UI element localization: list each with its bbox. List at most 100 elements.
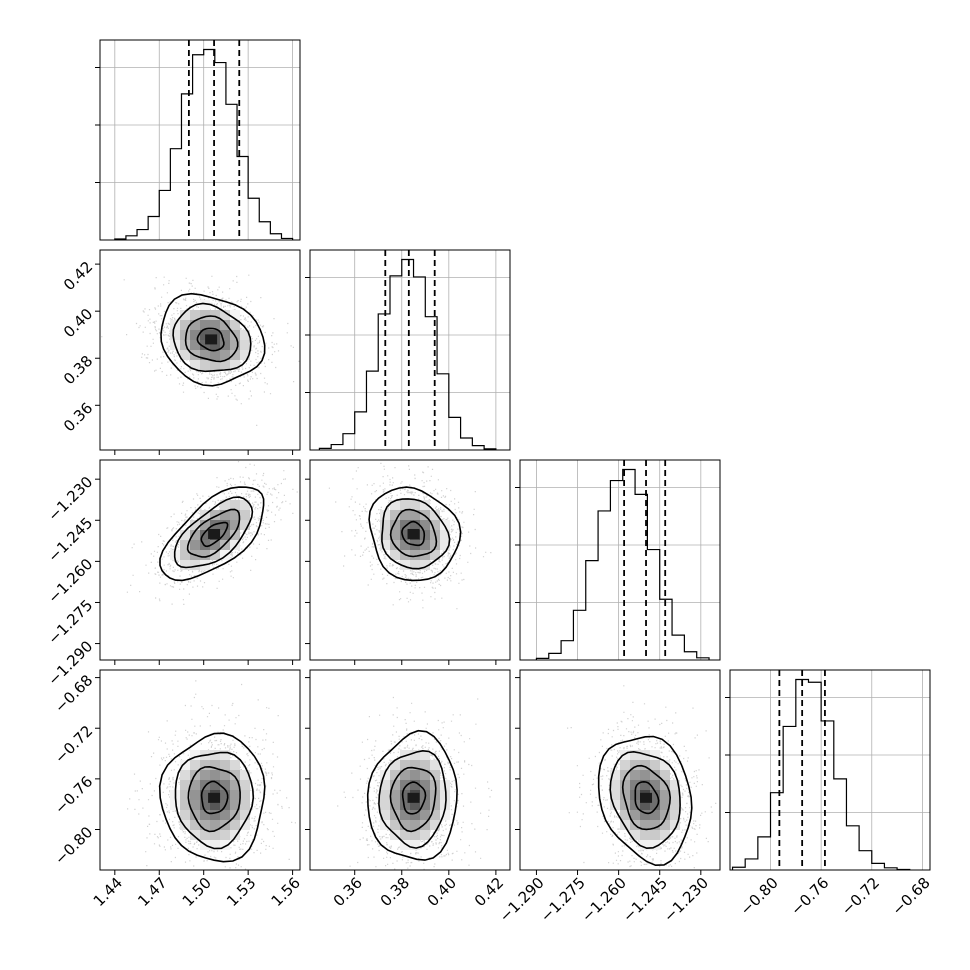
density-cell xyxy=(200,780,210,790)
contour-level-0 xyxy=(634,780,660,815)
density-cell xyxy=(430,550,440,560)
density-cell xyxy=(190,540,200,550)
density-cell xyxy=(380,810,390,820)
density-cell xyxy=(210,780,220,790)
density-cell xyxy=(650,770,660,780)
density-cell xyxy=(190,820,200,830)
density-cell xyxy=(180,760,190,770)
contour-level-0 xyxy=(200,521,229,548)
density-cell xyxy=(410,810,420,820)
density-cell xyxy=(430,820,440,830)
density-cell xyxy=(220,780,230,790)
density-cell xyxy=(240,800,250,810)
density-cell xyxy=(400,780,410,790)
density-cell xyxy=(650,760,660,770)
density-cell xyxy=(200,800,210,810)
density-cell xyxy=(620,770,630,780)
contour-level-3 xyxy=(366,729,458,861)
density-cell xyxy=(390,520,400,530)
density-cell xyxy=(230,820,240,830)
histogram-step-line xyxy=(114,48,294,240)
density-cell xyxy=(230,510,240,520)
density-cell xyxy=(230,320,240,330)
density-cell xyxy=(220,310,230,320)
density-cell xyxy=(210,750,220,760)
density-peak xyxy=(208,792,221,803)
density-cell xyxy=(190,330,200,340)
histogram-step-line xyxy=(535,468,710,660)
density-cell xyxy=(200,550,210,560)
density-cell xyxy=(660,780,670,790)
density-cell xyxy=(180,350,190,360)
density-cell xyxy=(210,810,220,820)
density-cell xyxy=(230,530,240,540)
y-tick-label: 0.40 xyxy=(60,305,96,341)
density-cell xyxy=(420,560,430,570)
density-cell xyxy=(400,530,410,540)
density-cell xyxy=(200,310,210,320)
x-tick-label: −1.260 xyxy=(578,874,630,926)
x-tick-label: −1.290 xyxy=(496,874,548,926)
density-cell xyxy=(650,800,660,810)
density-cell xyxy=(190,800,200,810)
density-cell xyxy=(650,840,660,850)
density-cell xyxy=(240,810,250,820)
scatter-panel-1-2 xyxy=(305,459,511,665)
contour-level-0 xyxy=(401,520,426,547)
y-tick-label: −1.260 xyxy=(44,555,96,607)
density-cell xyxy=(400,510,410,520)
density-peak xyxy=(205,334,218,345)
contour-level-1 xyxy=(186,508,241,558)
x-tick-label: 0.40 xyxy=(424,874,460,910)
density-cell xyxy=(410,510,420,520)
density-cell xyxy=(640,770,650,780)
density-cell xyxy=(650,820,660,830)
density-cell xyxy=(190,810,200,820)
density-cell xyxy=(390,780,400,790)
density-cell xyxy=(210,360,220,370)
contour-level-3 xyxy=(597,735,693,867)
density-cell xyxy=(240,520,250,530)
density-cell xyxy=(220,350,230,360)
sample-points xyxy=(126,461,298,605)
density-cell xyxy=(400,520,410,530)
histogram-panel-3 xyxy=(725,669,931,871)
density-cell xyxy=(230,760,240,770)
density-cell xyxy=(610,770,620,780)
density-cell xyxy=(420,770,430,780)
contour-level-2 xyxy=(381,498,451,570)
scatter-panel-0-2 xyxy=(95,459,301,665)
contour-level-0 xyxy=(200,780,229,815)
density-cell xyxy=(240,350,250,360)
density-cell xyxy=(180,330,190,340)
density-cell xyxy=(660,790,670,800)
density-cell xyxy=(630,780,640,790)
density-cell xyxy=(200,300,210,310)
x-tick-label: −1.245 xyxy=(619,874,671,926)
density-cell xyxy=(670,780,680,790)
y-tick-label: 0.36 xyxy=(60,399,96,435)
density-cell xyxy=(220,790,230,800)
y-tick-label: −0.76 xyxy=(51,772,96,817)
density-cell xyxy=(220,510,230,520)
density-cell xyxy=(210,800,220,810)
panel-frame xyxy=(519,669,721,871)
density-cell xyxy=(410,830,420,840)
density-cell xyxy=(650,810,660,820)
density-cell xyxy=(230,350,240,360)
density-cell xyxy=(400,500,410,510)
density-cell xyxy=(210,350,220,360)
density-cell xyxy=(180,820,190,830)
density-cell xyxy=(210,320,220,330)
density-cell xyxy=(650,790,660,800)
y-tick-label: −1.230 xyxy=(44,473,96,525)
density-cell xyxy=(190,530,200,540)
density-cell xyxy=(410,800,420,810)
density-cell xyxy=(400,750,410,760)
density-cell xyxy=(220,340,230,350)
density-cell xyxy=(220,360,230,370)
density-cell xyxy=(390,820,400,830)
density-cell xyxy=(440,810,450,820)
density-cell xyxy=(380,800,390,810)
density-cell xyxy=(240,500,250,510)
